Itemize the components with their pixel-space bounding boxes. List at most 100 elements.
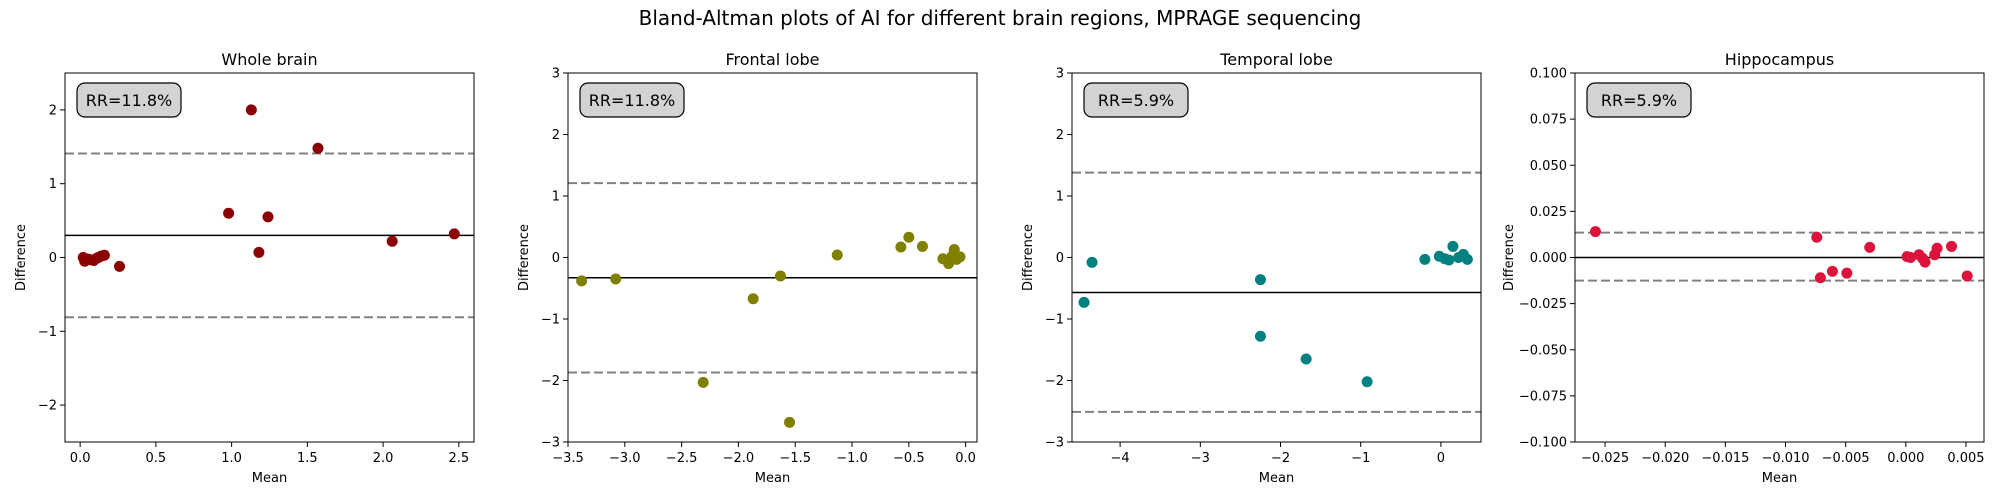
y-axis-label: Difference bbox=[1502, 224, 1517, 291]
plot-background bbox=[65, 73, 474, 442]
data-point bbox=[1254, 274, 1266, 286]
y-tick-label: −0.050 bbox=[1519, 343, 1567, 358]
y-tick-label: 2 bbox=[1056, 128, 1064, 143]
annotation-box bbox=[1083, 82, 1189, 118]
y-tick-label: 0.025 bbox=[1530, 205, 1567, 220]
plot-area bbox=[1575, 226, 1984, 284]
rr-annotation: RR=5.9% bbox=[1601, 91, 1677, 110]
plot-background bbox=[1072, 73, 1481, 442]
y-axis-label: Difference bbox=[1021, 224, 1036, 291]
x-tick-label: 0.0 bbox=[955, 451, 976, 466]
data-point bbox=[1589, 226, 1601, 238]
x-tick-label: −0.010 bbox=[1761, 451, 1809, 466]
y-tick-label: 0 bbox=[552, 251, 560, 266]
y-tick-label: −0.075 bbox=[1519, 389, 1567, 404]
data-point bbox=[831, 249, 843, 261]
y-tick-label: 1 bbox=[1056, 190, 1064, 205]
x-tick-label: −0.005 bbox=[1822, 451, 1870, 466]
y-tick-label: −0.025 bbox=[1519, 297, 1567, 312]
data-point bbox=[903, 231, 915, 243]
x-axis-label: Mean bbox=[1762, 471, 1797, 486]
data-point bbox=[1419, 253, 1431, 265]
data-point bbox=[916, 240, 928, 252]
data-point bbox=[895, 241, 907, 253]
y-tick-label: 0.100 bbox=[1530, 67, 1567, 82]
x-tick-label: −3 bbox=[1191, 451, 1210, 466]
data-point bbox=[1864, 241, 1876, 253]
chart-panel-4: −0.025 −0.020 −0.015 −0.010 −0.005 0.000 0.005… bbox=[1502, 50, 1985, 486]
y-tick-label: 2 bbox=[49, 103, 57, 118]
x-tick-label: −4 bbox=[1111, 451, 1130, 466]
chart-panel-2: −3.5 −3.0 −2.5 −2.0 −1.5 −1.0 −0.5 0.0 −3 −2 −1 0 1 2… bbox=[517, 50, 978, 486]
y-tick-label: −2 bbox=[38, 399, 57, 414]
data-point bbox=[1919, 256, 1931, 268]
chart-panel-1: 0.0 0.5 1.0 1.5 2.0 2.5 −2 −1 0 1 2 Whole brain Mean… bbox=[14, 50, 475, 486]
data-point bbox=[245, 104, 257, 116]
y-tick-label: 3 bbox=[1056, 67, 1064, 82]
data-point bbox=[1961, 270, 1973, 282]
chart-title: Whole brain bbox=[221, 50, 317, 69]
x-tick-label: −0.020 bbox=[1641, 451, 1689, 466]
x-tick-label: 1.0 bbox=[221, 451, 242, 466]
chart-panel-3: −4 −3 −2 −1 0 −3 −2 −1 0 1 2 3 Temporal lobe Mean Diff… bbox=[1021, 50, 1482, 486]
data-point bbox=[1086, 256, 1098, 268]
annotation-box bbox=[76, 82, 182, 118]
y-tick-label: −0.100 bbox=[1519, 436, 1567, 451]
y-tick-label: 0 bbox=[49, 251, 57, 266]
data-point bbox=[1841, 267, 1853, 279]
rr-annotation: RR=5.9% bbox=[1098, 91, 1174, 110]
plot-area bbox=[1072, 171, 1481, 413]
x-tick-label: −2.0 bbox=[723, 451, 755, 466]
data-point bbox=[1461, 253, 1473, 265]
data-point bbox=[1300, 353, 1312, 365]
y-tick-label: −1 bbox=[1045, 313, 1064, 328]
x-tick-label: 0 bbox=[1437, 451, 1445, 466]
y-tick-label: −3 bbox=[541, 436, 560, 451]
data-point bbox=[784, 416, 796, 428]
x-tick-label: −2.5 bbox=[666, 451, 698, 466]
x-tick-label: −2 bbox=[1271, 451, 1290, 466]
data-point bbox=[253, 246, 265, 258]
data-point bbox=[223, 207, 235, 219]
x-tick-label: −0.015 bbox=[1701, 451, 1749, 466]
chart-title: Hippocampus bbox=[1725, 50, 1834, 69]
data-point bbox=[114, 260, 126, 272]
y-axis-label: Difference bbox=[14, 224, 29, 291]
rr-annotation: RR=11.8% bbox=[86, 91, 172, 110]
plot-area bbox=[65, 104, 474, 319]
y-tick-label: 3 bbox=[552, 67, 560, 82]
chart-title: Temporal lobe bbox=[1219, 50, 1333, 69]
data-point bbox=[1811, 231, 1823, 243]
annotation-box bbox=[1586, 82, 1692, 118]
annotation-box bbox=[579, 82, 685, 118]
data-point bbox=[610, 273, 622, 285]
x-axis-label: Mean bbox=[1259, 471, 1294, 486]
data-point bbox=[262, 211, 274, 223]
x-tick-label: 0.000 bbox=[1887, 451, 1924, 466]
data-point bbox=[1826, 265, 1838, 277]
chart-title: Frontal lobe bbox=[725, 50, 819, 69]
data-point bbox=[98, 249, 110, 261]
x-tick-label: −0.5 bbox=[893, 451, 925, 466]
y-tick-label: −2 bbox=[1045, 374, 1064, 389]
y-tick-label: 2 bbox=[552, 128, 560, 143]
data-point bbox=[1905, 252, 1917, 263]
data-point bbox=[1078, 296, 1090, 308]
data-point bbox=[1447, 240, 1459, 252]
x-tick-label: −1.5 bbox=[779, 451, 811, 466]
x-tick-label: −1 bbox=[1351, 451, 1370, 466]
x-tick-label: −3.0 bbox=[609, 451, 641, 466]
y-tick-label: −1 bbox=[38, 325, 57, 340]
data-point bbox=[954, 251, 966, 263]
data-point bbox=[1254, 330, 1266, 342]
data-point bbox=[312, 142, 324, 154]
y-tick-label: −1 bbox=[541, 313, 560, 328]
data-point bbox=[1946, 240, 1958, 252]
data-point bbox=[448, 228, 460, 240]
x-axis-label: Mean bbox=[252, 471, 287, 486]
y-tick-label: 1 bbox=[49, 177, 57, 192]
data-point bbox=[747, 293, 759, 305]
x-axis-label: Mean bbox=[755, 471, 790, 486]
